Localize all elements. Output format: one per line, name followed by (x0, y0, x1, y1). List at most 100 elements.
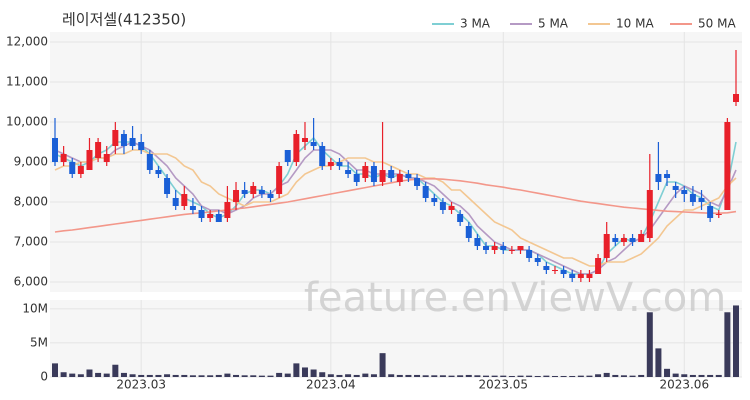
candle-body (164, 178, 171, 194)
x-tick-label: 2023.06 (659, 378, 709, 392)
candle-body (284, 150, 291, 162)
volume-bar (155, 374, 162, 377)
volume-bar (86, 369, 93, 377)
x-tick-label: 2023.03 (116, 378, 166, 392)
candle-body (396, 174, 403, 182)
candle-body (95, 142, 102, 158)
volume-bar (491, 375, 498, 377)
volume-bar (233, 374, 240, 377)
candle-body (526, 250, 533, 258)
candle-body (569, 274, 576, 278)
volume-bar (543, 375, 550, 377)
volume-bar (353, 374, 360, 377)
y-tick-label: 12,000 (6, 35, 48, 49)
volume-bar (551, 375, 558, 377)
candle-body (155, 170, 162, 174)
candle-body (112, 130, 119, 146)
volume-bar (336, 374, 343, 377)
volume-bar (284, 373, 291, 377)
volume-bar (646, 312, 653, 377)
y-tick-label: 8,000 (14, 195, 48, 209)
candle-body (603, 234, 610, 258)
candle-body (60, 154, 67, 162)
volume-bar (681, 374, 688, 377)
legend-label: 10 MA (616, 17, 654, 31)
candle-body (439, 202, 446, 210)
volume-bar (95, 372, 102, 377)
candle-body (707, 206, 714, 218)
candle-body (198, 210, 205, 218)
candle-body (233, 190, 240, 202)
volume-bar (129, 374, 136, 377)
volume-bar (396, 374, 403, 377)
volume-bar (595, 374, 602, 377)
volume-bar (517, 375, 524, 377)
candle-body (474, 238, 481, 246)
volume-bar (293, 363, 300, 377)
volume-bar (327, 374, 334, 377)
candle-body (241, 190, 248, 194)
candle-body (733, 94, 739, 102)
candle-body (379, 170, 386, 182)
candle-body (577, 274, 584, 278)
volume-bar (448, 375, 455, 377)
y-tick-label: 7,000 (14, 235, 48, 249)
volume-bar (362, 373, 369, 377)
volume-bar (198, 375, 205, 377)
candle-body (327, 162, 334, 166)
volume-bar (664, 368, 671, 377)
volume-bar (172, 374, 179, 377)
candle-body (345, 170, 352, 174)
candle-body (138, 142, 145, 150)
volume-bar (707, 374, 714, 377)
volume-bar (733, 305, 739, 377)
volume-bar (52, 363, 58, 377)
volume-bar (250, 375, 257, 377)
volume-bar (569, 375, 576, 377)
candle-body (534, 258, 541, 262)
candle-body (629, 238, 636, 242)
y-tick-label: 6,000 (14, 275, 48, 289)
candle-body (715, 214, 722, 215)
volume-bar (60, 372, 67, 377)
candle-body (250, 186, 257, 194)
candle-body (370, 166, 377, 182)
volume-bar (672, 373, 679, 377)
volume-bar (431, 375, 438, 377)
volume-bar (189, 375, 196, 377)
candle-body (689, 194, 696, 202)
candle-body (672, 186, 679, 190)
candle-body (388, 170, 395, 178)
ma-line (54, 149, 737, 267)
candle-body (405, 174, 412, 178)
volume-bar (638, 374, 645, 377)
volume-bar (724, 312, 731, 377)
candle-body (422, 186, 429, 198)
volume-bar (69, 373, 76, 377)
y2-tick-label: 5M (30, 335, 48, 349)
candle-body (336, 162, 343, 166)
candle-body (681, 190, 688, 194)
volume-bar (379, 353, 386, 377)
candle-body (448, 206, 455, 210)
volume-bar (138, 374, 145, 377)
candle-body (362, 166, 369, 178)
volume-bar (258, 375, 265, 377)
candle-body (655, 174, 662, 182)
volume-bar (689, 374, 696, 377)
candle-body (491, 246, 498, 250)
candle-body (319, 146, 326, 166)
volume-bar (603, 372, 610, 377)
candle-body (543, 266, 550, 270)
volume-bar (560, 375, 567, 377)
candle-body (620, 238, 627, 242)
volume-bar (267, 375, 274, 377)
volume-bar (207, 375, 214, 377)
y-tick-label: 9,000 (14, 155, 48, 169)
candle-body (508, 250, 515, 251)
volume-bar (301, 367, 308, 377)
volume-panel (50, 300, 742, 377)
candle-body (646, 190, 653, 238)
candle-body (52, 138, 58, 162)
candle-body (517, 246, 524, 250)
